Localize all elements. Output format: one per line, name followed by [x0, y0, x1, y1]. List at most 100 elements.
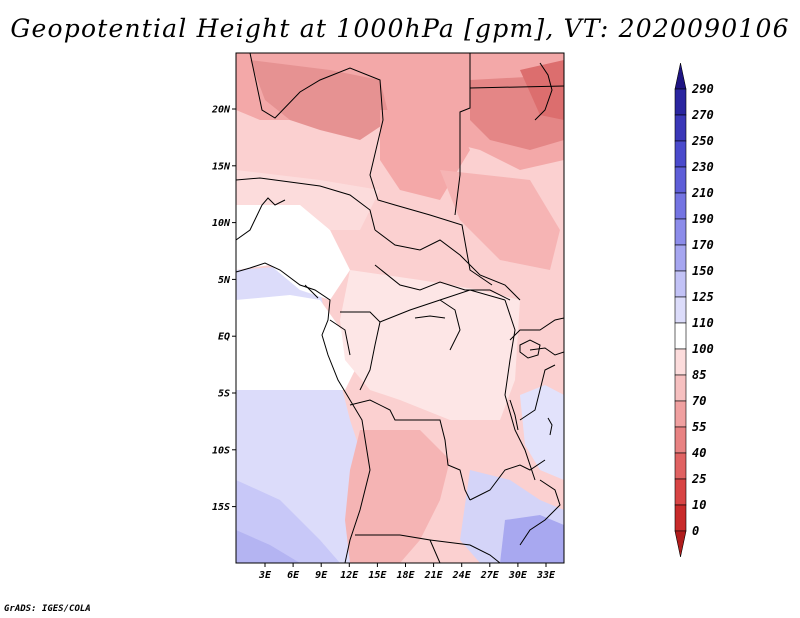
colorbar-swatch: [674, 374, 687, 402]
field-northeast-deep-zone: [520, 60, 564, 120]
colorbar-label: 70: [692, 394, 706, 408]
colorbar-label: 100: [692, 342, 714, 356]
lat-tick-label: 5N: [218, 275, 231, 286]
colorbar-label: 230: [691, 160, 714, 174]
lat-tick-label: 10S: [212, 445, 230, 456]
lake-victoria: [519, 339, 541, 359]
colorbar-swatch: [674, 504, 687, 532]
lon-tick-label: 21E: [424, 570, 444, 581]
border-libya-sudan: [454, 53, 471, 216]
colorbar-label: 170: [692, 238, 714, 252]
field-north-central-zone: [250, 60, 390, 140]
lat-tick-label: EQ: [218, 332, 230, 343]
lon-tick-label: 24E: [452, 570, 472, 581]
border-egypt-sudan: [469, 85, 564, 89]
border-uganda-kenya: [509, 317, 564, 341]
field-mozambique-zone: [500, 515, 564, 563]
lat-tick-label: 10N: [212, 218, 231, 229]
colorbar-swatch: [674, 400, 687, 428]
colorbar-label: 40: [692, 446, 706, 460]
border-congo: [340, 311, 381, 391]
field-sudan-zone: [440, 170, 560, 270]
colorbar-swatch: [674, 426, 687, 454]
border-namibia: [355, 534, 441, 563]
colorbar-swatch: [674, 322, 687, 350]
colorbar-label: 0: [692, 524, 699, 538]
map-boundaries: [236, 53, 564, 563]
colorbar-label: 10: [692, 498, 706, 512]
lon-tick-label: 9E: [315, 570, 328, 581]
lon-ticks: 3E 6E 9E 12E 15E 18E 21E 24E 27E 30E 33E: [258, 563, 556, 581]
lat-tick-label: 15N: [212, 161, 231, 172]
field-sahel-light-zone: [236, 170, 380, 230]
border-car-south: [374, 264, 511, 301]
colorbar-swatch: [674, 192, 687, 220]
colorbar-label: 190: [692, 212, 714, 226]
colorbar-swatch: [674, 244, 687, 272]
field-central-zone: [340, 270, 520, 420]
field-eastafrica-zone: [520, 385, 564, 480]
colorbar-label: 250: [691, 134, 714, 148]
colorbar-swatch: [674, 140, 687, 168]
border-angola-drc: [349, 399, 471, 501]
lon-tick-label: 12E: [340, 570, 359, 581]
lon-tick-label: 15E: [368, 570, 387, 581]
lon-tick-label: 6E: [287, 570, 300, 581]
lon-tick-label: 33E: [536, 570, 556, 581]
colorbar-swatch: [674, 218, 687, 246]
plot-title: Geopotential Height at 1000hPa [gpm], VT…: [10, 14, 790, 43]
grads-credit: GrADS: IGES/COLA: [4, 604, 91, 614]
lake-tanganyika: [509, 399, 519, 431]
lake-segment-1: [414, 315, 446, 319]
border-botswana: [429, 539, 501, 563]
colorbar-swatch: [674, 88, 687, 116]
colorbar-label: 270: [691, 108, 714, 122]
lon-tick-label: 30E: [508, 570, 528, 581]
colorbar-swatch: [674, 452, 687, 480]
colorbar-label: 110: [692, 316, 714, 330]
border-drc-interior: [439, 299, 461, 351]
colorbar-swatch: [674, 166, 687, 194]
colorbar-swatch: [674, 478, 687, 506]
lat-tick-label: 15S: [212, 502, 230, 513]
map-field: [236, 53, 564, 563]
colorbar-arrow-bottom: [674, 530, 687, 558]
border-tanzania: [519, 364, 556, 421]
colorbar-label: 125: [692, 290, 714, 304]
border-north-central: [249, 53, 493, 286]
colorbar-label: 290: [691, 82, 714, 96]
border-sahel: [236, 177, 376, 231]
border-kenya: [529, 347, 564, 356]
border-gabon: [329, 319, 351, 356]
field-gulf-zone: [236, 295, 355, 390]
colorbar-swatch: [674, 296, 687, 324]
lon-tick-label: 27E: [480, 570, 500, 581]
border-car-north: [374, 229, 521, 301]
colorbar-label: 85: [692, 368, 706, 382]
lat-ticks: 20N 15N 10N 5N EQ 5S 10S 15S: [211, 105, 236, 513]
lat-tick-label: 20N: [211, 105, 231, 116]
coastline-bight: [304, 284, 319, 299]
lon-tick-label: 3E: [258, 570, 272, 581]
colorbar-label: 210: [691, 186, 714, 200]
colorbar-label: 25: [691, 472, 706, 486]
lake-malawi: [547, 417, 553, 436]
colorbar-arrow-top: [674, 62, 687, 90]
border-mozambique: [519, 479, 561, 546]
map-frame: [235, 52, 565, 564]
coastline-red-sea: [534, 62, 553, 121]
colorbar-swatch: [674, 270, 687, 298]
lon-tick-label: 18E: [396, 570, 415, 581]
colorbar: 2902702502302101901701501251101008570554…: [674, 62, 714, 558]
coastline-west: [236, 262, 371, 563]
field-southwest-deep-zone: [236, 530, 300, 563]
colorbar-swatch: [674, 348, 687, 376]
lat-tick-label: 5S: [218, 389, 230, 400]
colorbar-label: 55: [692, 420, 706, 434]
field-westafrica-white-zone: [236, 200, 350, 300]
field-angola-zone: [345, 430, 450, 563]
border-zambia: [469, 459, 546, 501]
colorbar-swatch: [674, 114, 687, 142]
colorbar-label: 150: [692, 264, 714, 278]
